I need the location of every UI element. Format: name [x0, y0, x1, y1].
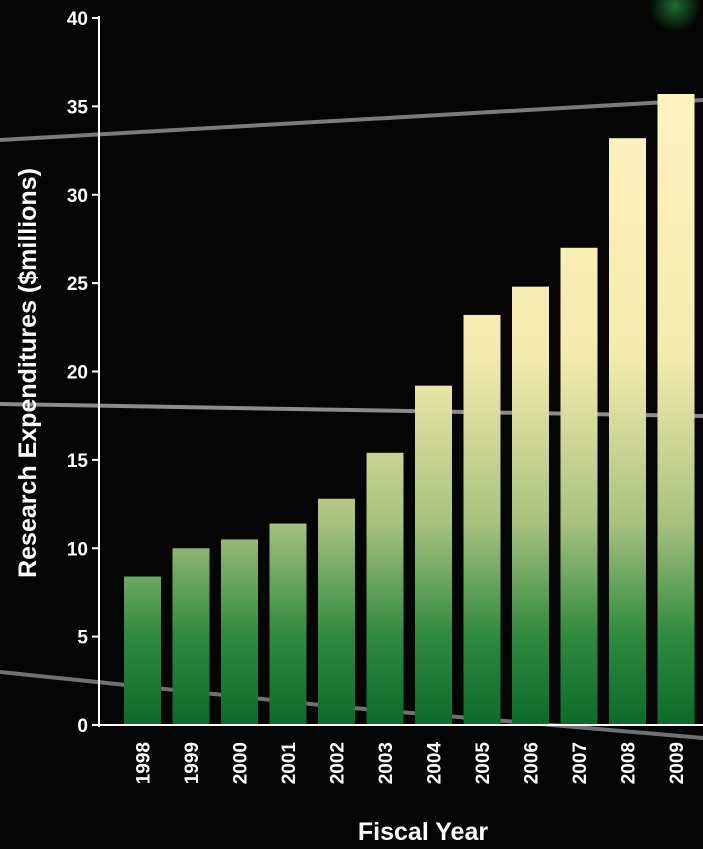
x-tick-label-2000: 2000	[231, 742, 252, 784]
y-tick-label-0: 0	[77, 716, 88, 737]
bar-2000	[221, 539, 258, 725]
x-tick-label-2004: 2004	[425, 742, 446, 785]
x-axis-title: Fiscal Year	[358, 818, 488, 846]
x-tick-label-2006: 2006	[522, 742, 543, 784]
bar-1998	[124, 576, 161, 725]
y-tick-label-10: 10	[67, 539, 88, 560]
x-tick-label-1999: 1999	[182, 742, 203, 784]
y-tick-labels: 0 5 10 15 20 25 30 35 40	[67, 9, 89, 737]
y-axis-title: Research Expenditures ($millions)	[14, 168, 42, 578]
bar-2009	[657, 94, 695, 725]
bar-2008	[609, 138, 646, 725]
x-tick-label-2002: 2002	[328, 742, 349, 784]
bars	[124, 94, 695, 725]
bar-2004	[415, 385, 452, 725]
y-tick-label-25: 25	[67, 274, 89, 295]
y-tick-label-15: 15	[67, 451, 89, 472]
bar-2006	[512, 286, 549, 725]
bar-2007	[560, 247, 598, 725]
x-tick-label-2009: 2009	[667, 742, 688, 784]
x-tick-label-2007: 2007	[570, 742, 591, 784]
axes	[92, 16, 703, 727]
bar-2001	[269, 523, 307, 725]
bar-2005	[463, 314, 501, 725]
bar-2003	[366, 452, 404, 725]
y-tick-label-5: 5	[77, 628, 88, 649]
x-tick-label-2008: 2008	[619, 742, 640, 784]
y-tick-label-30: 30	[67, 186, 88, 207]
bar-2002	[318, 498, 355, 725]
x-tick-label-2003: 2003	[376, 742, 397, 784]
x-tick-labels: 1998 1999 2000 2001 2002 2003 2004 2005 2006 2007…	[134, 742, 689, 785]
x-tick-label-1998: 1998	[134, 742, 155, 784]
x-tick-label-2005: 2005	[473, 742, 494, 785]
y-tick-label-35: 35	[67, 97, 89, 118]
y-tick-label-40: 40	[67, 9, 88, 30]
y-tick-label-20: 20	[67, 363, 88, 384]
bar-1999	[172, 548, 210, 725]
x-tick-label-2001: 2001	[279, 742, 300, 785]
